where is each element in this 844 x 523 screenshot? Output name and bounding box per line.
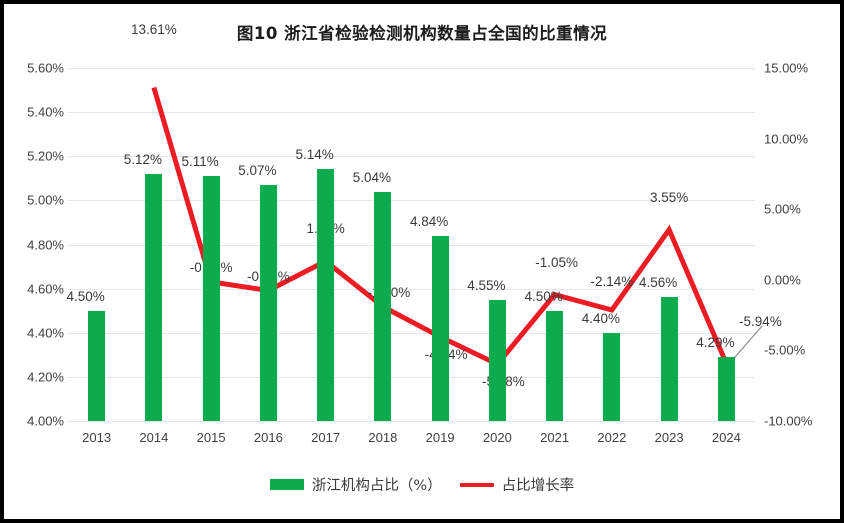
bar-2020[interactable] <box>488 299 506 421</box>
x-axis-tick-label: 2016 <box>253 430 283 445</box>
legend-line-label: 占比增长率 <box>501 478 575 494</box>
bar-value-label-2013: 4.50% <box>66 288 105 304</box>
right-axis-tick-label: 10.00% <box>764 131 809 147</box>
x-axis-tick-label: 2019 <box>425 430 455 445</box>
gridline <box>68 68 755 69</box>
legend-item-line-series[interactable]: 占比增长率 <box>459 474 575 495</box>
left-axis-tick-label: 5.20% <box>27 148 64 164</box>
x-axis-tick-label: 2013 <box>82 430 112 445</box>
bar-value-label-2018: 5.04% <box>352 169 392 185</box>
chart-legend: 浙江机构占比（%） 占比增长率 <box>4 474 840 495</box>
chart-canvas: 图10 浙江省检验检测机构数量占全国的比重情况 4.00% 4.20% 4.40% 4… <box>4 4 840 519</box>
legend-item-bar-series[interactable]: 浙江机构占比（%） <box>269 474 442 495</box>
gridline <box>68 112 755 114</box>
bar-value-label-2016: 5.07% <box>238 162 277 178</box>
bar-2017[interactable] <box>317 169 335 421</box>
line-value-label-2022: -2.14% <box>590 274 634 290</box>
line-value-label-2023: 3.55% <box>649 189 689 205</box>
bar-value-label-2015: 5.11% <box>181 154 219 170</box>
right-axis-tick-label: 0.00% <box>764 272 801 288</box>
left-axis-tick-label: 5.00% <box>27 192 64 208</box>
bar-2021[interactable] <box>546 310 564 421</box>
left-axis-tick-label: 5.40% <box>27 104 64 120</box>
bar-2014[interactable] <box>145 173 163 421</box>
bar-2024[interactable] <box>717 357 735 421</box>
x-axis-tick-label: 2023 <box>654 430 684 445</box>
left-axis-tick-label: 4.60% <box>27 281 64 297</box>
x-axis-tick-label: 2017 <box>311 430 341 445</box>
bar-value-label-2023: 4.56% <box>638 275 678 291</box>
legend-line-swatch-icon <box>459 482 494 487</box>
page-title: 图10 浙江省检验检测机构数量占全国的比重情况 <box>236 24 608 43</box>
gridline <box>68 244 755 246</box>
line-value-label-2024: -5.94% <box>738 313 782 329</box>
gridline <box>68 332 755 334</box>
bar-value-label-2020: 4.55% <box>467 277 506 293</box>
x-axis-tick-label: 2020 <box>482 430 512 445</box>
bar-2013[interactable] <box>88 310 106 421</box>
bar-value-label-2019: 4.84% <box>409 213 449 229</box>
x-axis-tick-label: 2018 <box>368 430 398 445</box>
plot-area <box>68 68 755 422</box>
left-axis-tick-label: 5.60% <box>27 60 64 76</box>
bar-value-label-2021: 4.50% <box>524 288 563 304</box>
x-axis-tick-label: 2021 <box>540 430 570 445</box>
left-axis-tick-label: 4.00% <box>27 413 64 429</box>
bar-2015[interactable] <box>202 176 220 421</box>
left-axis-tick-label: 4.80% <box>27 237 64 252</box>
bar-value-label-2017: 5.14% <box>295 147 334 163</box>
right-axis-tick-label: -5.00% <box>764 342 806 358</box>
x-axis-tick-label: 2014 <box>139 430 169 445</box>
right-axis-tick-label: -10.00% <box>764 413 813 429</box>
x-axis-tick-label: 2024 <box>711 430 741 445</box>
right-axis-tick-label: 5.00% <box>764 201 801 217</box>
bar-2023[interactable] <box>660 297 678 421</box>
left-axis-tick-label: 4.40% <box>27 325 64 341</box>
bar-value-label-2014: 5.12% <box>123 151 163 167</box>
left-axis-tick-label: 4.20% <box>27 369 64 385</box>
gridline <box>68 376 755 378</box>
bar-2022[interactable] <box>603 332 621 421</box>
x-axis-tick-label: 2022 <box>597 430 627 445</box>
legend-bar-swatch-icon <box>269 479 304 490</box>
line-value-label-2014: 13.61% <box>130 22 177 37</box>
bar-value-label-2024: 4.29% <box>696 335 735 351</box>
gridline <box>68 421 755 422</box>
x-axis-tick-label: 2015 <box>196 430 226 445</box>
bar-2019[interactable] <box>431 235 449 421</box>
bar-2018[interactable] <box>374 191 392 421</box>
bar-2016[interactable] <box>259 184 277 421</box>
right-axis-tick-label: 15.00% <box>764 60 809 76</box>
line-value-label-2021: -1.05% <box>535 254 579 270</box>
legend-bar-label: 浙江机构占比（%） <box>311 478 442 494</box>
bar-value-label-2022: 4.40% <box>581 310 621 326</box>
